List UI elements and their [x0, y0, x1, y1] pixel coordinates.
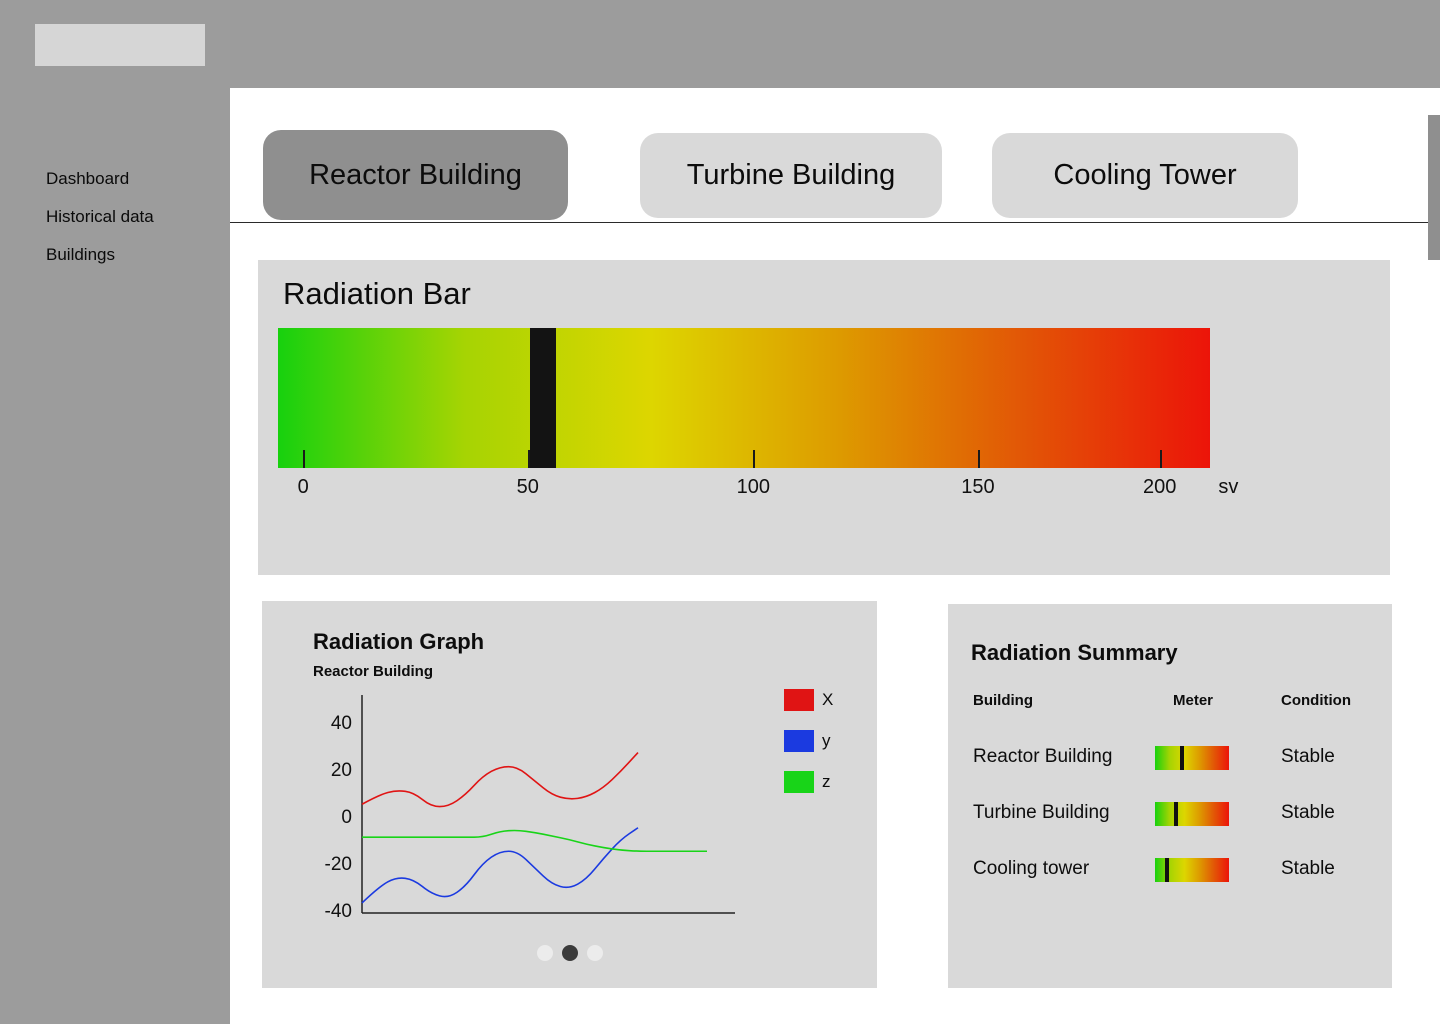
- table-row: Cooling tower Stable: [948, 856, 1392, 886]
- tab-reactor-building[interactable]: Reactor Building: [263, 130, 568, 220]
- carousel-dot-3[interactable]: [586, 945, 603, 961]
- radiation-summary-title: Radiation Summary: [971, 640, 1178, 665]
- radiation-bar-axis: 0 50 100 150 200 sv: [278, 476, 1239, 502]
- svg-text:-20: -20: [325, 854, 352, 875]
- legend-swatch-x: [784, 689, 814, 711]
- column-header-meter: Meter: [1173, 692, 1214, 709]
- building-name: Cooling tower: [973, 858, 1090, 879]
- svg-text:20: 20: [331, 760, 352, 781]
- legend-label: X: [822, 690, 834, 709]
- main-content: Reactor Building Turbine Building Coolin…: [230, 88, 1440, 1024]
- bar-tick: [527, 450, 530, 468]
- legend-entry-x: X: [784, 689, 833, 711]
- axis-unit-label: sv: [1218, 476, 1239, 498]
- condition-value: Stable: [1281, 858, 1335, 879]
- legend-swatch-z: [784, 771, 814, 793]
- meter-marker: [1180, 746, 1185, 770]
- axis-tick-label: 200: [1142, 476, 1177, 498]
- axis-tick-label: 100: [736, 476, 770, 498]
- sidebar-item-buildings[interactable]: Buildings: [46, 245, 115, 264]
- svg-text:0: 0: [341, 807, 352, 828]
- axis-tick-label: 50: [516, 476, 539, 498]
- carousel-dots: [262, 945, 877, 961]
- sidebar: Dashboard Historical data Buildings: [0, 88, 230, 1024]
- axis-tick-label: 0: [297, 476, 309, 498]
- line-chart: 40 20 0 -20 -40: [325, 695, 735, 922]
- radiation-bar-title: Radiation Bar: [283, 276, 471, 311]
- building-name: Turbine Building: [973, 802, 1110, 823]
- top-bar: [0, 0, 1440, 88]
- table-row: Turbine Building Stable: [948, 800, 1392, 830]
- legend-label: z: [822, 772, 831, 791]
- bar-tick: [753, 450, 756, 468]
- radiation-value-marker: [529, 328, 556, 468]
- tab-cooling-tower[interactable]: Cooling Tower: [992, 133, 1298, 218]
- condition-value: Stable: [1281, 802, 1335, 823]
- radiation-meter: [1155, 858, 1229, 882]
- meter-marker: [1164, 858, 1169, 882]
- radiation-meter: [1155, 746, 1229, 770]
- radiation-graph-panel: Radiation Graph Reactor Building 40 20 0 -2…: [262, 601, 877, 988]
- svg-text:40: 40: [331, 713, 352, 734]
- tab-turbine-building[interactable]: Turbine Building: [640, 133, 942, 218]
- scrollbar[interactable]: [1428, 115, 1440, 260]
- condition-value: Stable: [1281, 746, 1335, 767]
- legend-label: y: [822, 731, 831, 750]
- svg-text:-40: -40: [325, 901, 352, 922]
- legend-swatch-y: [784, 730, 814, 752]
- tabs-underline: [230, 222, 1430, 223]
- axis-tick-label: 150: [961, 476, 995, 498]
- legend-entry-y: y: [784, 730, 833, 752]
- carousel-dot-2[interactable]: [561, 945, 578, 961]
- column-header-building: Building: [973, 692, 1033, 709]
- table-row: Reactor Building Stable: [948, 744, 1392, 774]
- radiation-summary-panel: Radiation Summary Building Meter Conditi…: [948, 604, 1392, 988]
- sidebar-item-historical-data[interactable]: Historical data: [46, 207, 154, 226]
- column-header-condition: Condition: [1281, 692, 1351, 709]
- radiation-bar-panel: Radiation Bar 0 50 100 150 200 sv: [258, 260, 1390, 575]
- logo-placeholder: [35, 24, 205, 66]
- radiation-graph-title: Radiation Graph: [313, 629, 485, 654]
- meter-marker: [1174, 802, 1179, 826]
- chart-legend: X y z: [784, 689, 833, 812]
- bar-tick: [303, 450, 306, 468]
- radiation-graph-subtitle: Reactor Building: [313, 663, 434, 680]
- radiation-meter: [1155, 802, 1229, 826]
- carousel-dot-1[interactable]: [536, 945, 553, 961]
- legend-entry-z: z: [784, 771, 833, 793]
- bar-tick: [1159, 450, 1162, 468]
- bar-tick: [977, 450, 980, 468]
- radiation-gradient-bar: [278, 328, 1210, 468]
- building-name: Reactor Building: [973, 746, 1113, 767]
- summary-header-row: Building Meter Condition: [948, 692, 1392, 712]
- sidebar-item-dashboard[interactable]: Dashboard: [46, 169, 130, 188]
